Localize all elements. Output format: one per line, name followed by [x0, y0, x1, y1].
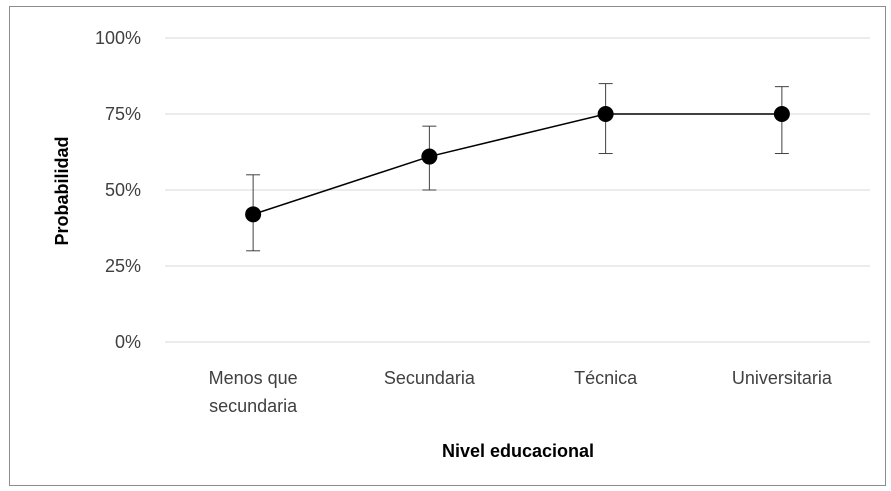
x-axis-title: Nivel educacional [442, 441, 594, 461]
x-tick-label-line: Técnica [574, 368, 638, 388]
x-tick-label: Secundaria [384, 368, 476, 388]
x-tick-label: Menos que secundaria [209, 368, 299, 416]
data-point [773, 106, 790, 122]
y-axis-title: Probabilidad [52, 136, 72, 245]
y-tick-label: 50% [105, 180, 141, 200]
y-tick-label: 100% [95, 28, 141, 48]
data-points [245, 106, 790, 223]
gridlines [165, 37, 870, 343]
data-point [421, 148, 438, 165]
x-tick-label: Universitaria [732, 368, 833, 388]
y-tick-label: 0% [115, 332, 141, 352]
data-point [245, 206, 262, 223]
x-tick-label-line: Secundaria [384, 368, 476, 388]
x-tick-label-line: Menos que [209, 368, 298, 388]
chart-frame [9, 6, 886, 486]
x-tick-label-line: secundaria [209, 396, 298, 416]
x-axis-ticks: Menos que secundaria Secundaria Técnica Univ… [209, 368, 833, 416]
x-tick-label: Técnica [574, 368, 638, 388]
data-point [597, 106, 614, 122]
x-tick-label-line: Universitaria [732, 368, 833, 388]
y-tick-label: 25% [105, 256, 141, 276]
series-line-path [252, 113, 782, 216]
y-tick-label: 75% [105, 104, 141, 124]
y-axis-ticks: 0% 25% 50% 75% 100% [95, 28, 141, 352]
error-bars [246, 83, 789, 252]
series-line [252, 113, 782, 216]
